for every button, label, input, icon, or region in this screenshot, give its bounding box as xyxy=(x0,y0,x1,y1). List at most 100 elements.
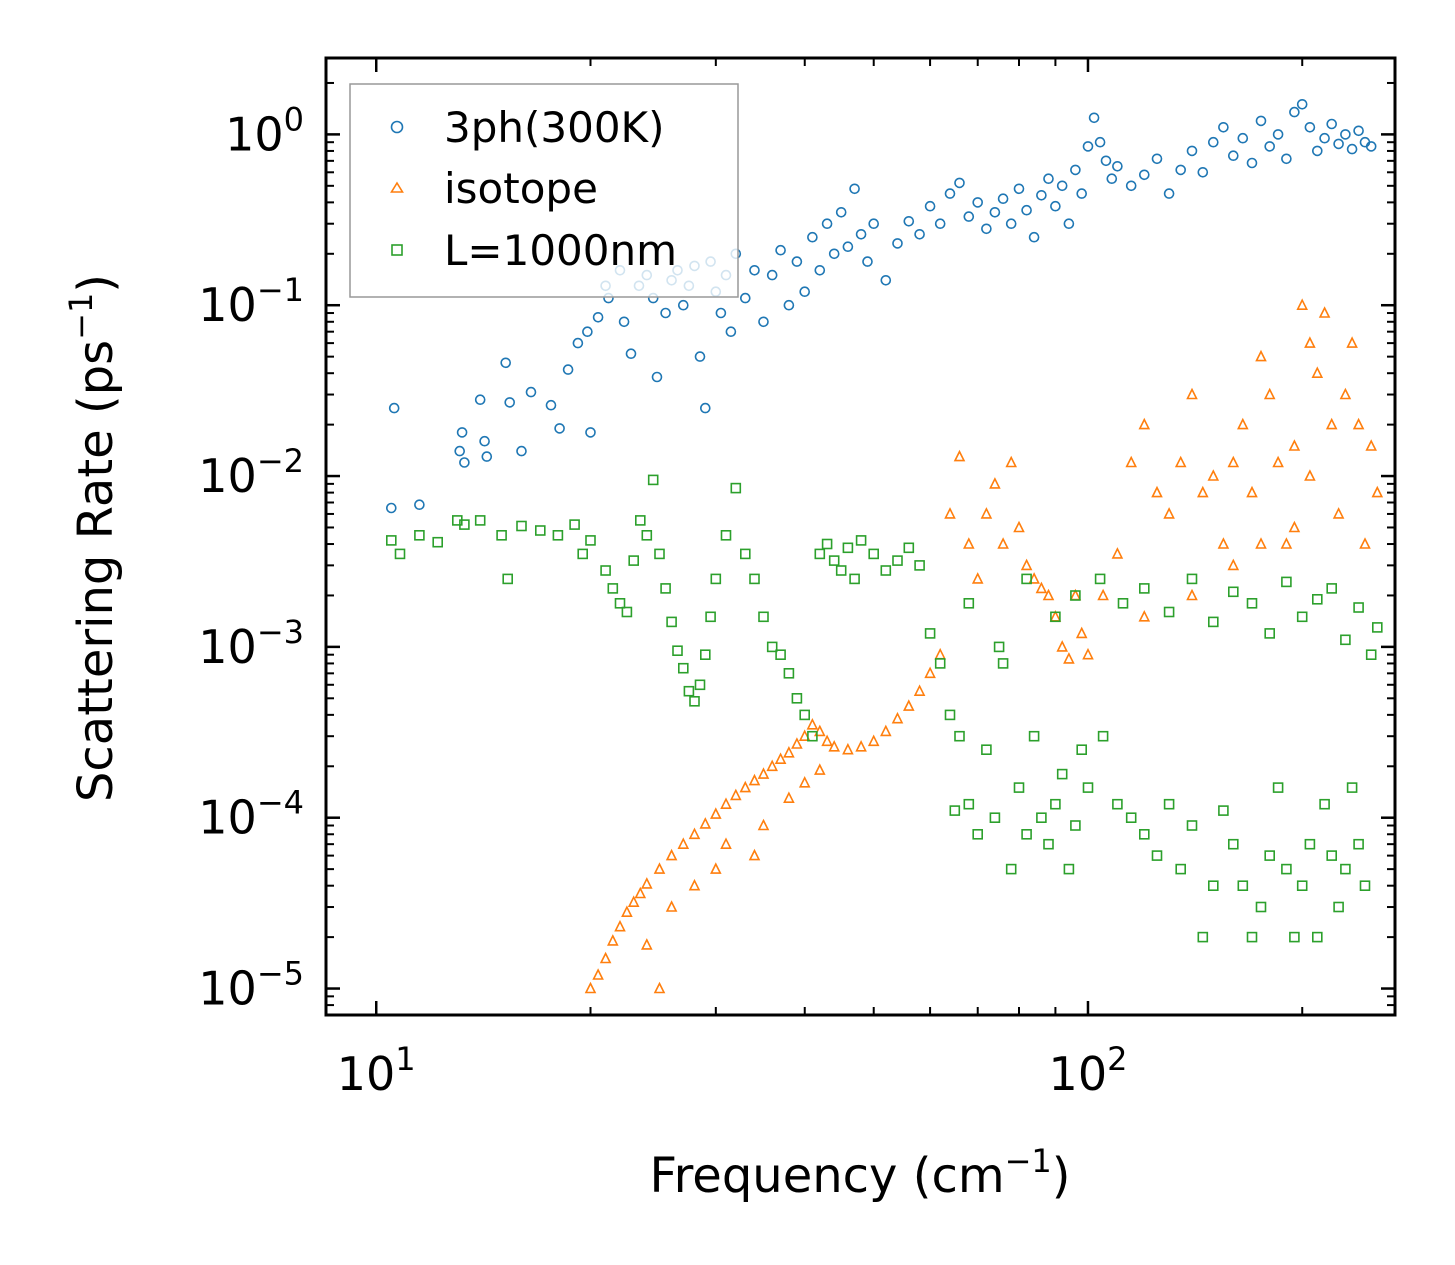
point-2-39 xyxy=(766,641,778,653)
point-0-5 xyxy=(459,457,470,468)
point-0-36 xyxy=(699,402,711,414)
point-0-72 xyxy=(989,207,1001,218)
point-0-108 xyxy=(1296,99,1308,110)
point-1-0 xyxy=(584,981,597,994)
point-0-45 xyxy=(758,316,769,328)
point-2-32 xyxy=(705,611,716,623)
point-2-125 xyxy=(1326,583,1337,594)
point-2-81 xyxy=(1125,812,1137,824)
point-0-114 xyxy=(1340,129,1351,140)
point-2-123 xyxy=(1296,611,1308,623)
point-0-81 xyxy=(1056,180,1068,192)
point-2-89 xyxy=(1218,805,1229,816)
point-0-43 xyxy=(739,292,751,304)
point-0-24 xyxy=(625,348,637,360)
point-1-11 xyxy=(677,837,690,849)
point-2-93 xyxy=(1255,901,1267,913)
point-0-29 xyxy=(660,307,671,319)
point-0-95 xyxy=(1175,164,1186,176)
point-0-71 xyxy=(981,223,992,235)
point-2-54 xyxy=(892,555,903,566)
legend-label-isotope: isotope xyxy=(444,164,598,213)
point-0-12 xyxy=(525,386,537,398)
point-2-19 xyxy=(628,555,640,566)
point-2-115 xyxy=(1139,583,1150,594)
point-1-57 xyxy=(1097,588,1109,601)
point-2-23 xyxy=(654,548,665,560)
point-1-73 xyxy=(1272,455,1284,468)
series-0 xyxy=(385,99,1377,514)
point-0-18 xyxy=(585,427,596,438)
point-2-43 xyxy=(799,709,811,721)
point-2-42 xyxy=(791,692,803,704)
point-1-50 xyxy=(1042,588,1055,601)
point-1-29 xyxy=(842,742,854,755)
point-0-88 xyxy=(1100,155,1112,167)
point-2-101 xyxy=(1319,798,1330,810)
point-1-93 xyxy=(1138,610,1151,622)
point-1-15 xyxy=(720,797,732,809)
point-0-80 xyxy=(1050,200,1061,212)
point-0-47 xyxy=(775,244,786,256)
point-1-39 xyxy=(953,449,966,462)
point-1-49 xyxy=(1035,581,1048,594)
point-0-106 xyxy=(1281,153,1292,165)
point-2-22 xyxy=(647,474,659,486)
point-1-71 xyxy=(1255,349,1267,362)
point-1-103 xyxy=(814,763,826,775)
point-2-116 xyxy=(1163,606,1175,618)
point-1-82 xyxy=(1339,387,1352,400)
point-1-98 xyxy=(653,981,666,994)
point-0-9 xyxy=(500,357,512,369)
point-0-15 xyxy=(562,364,574,375)
point-2-6 xyxy=(474,515,486,526)
data-points-layer xyxy=(385,99,1384,994)
point-1-100 xyxy=(757,818,770,831)
point-0-100 xyxy=(1228,150,1239,161)
series-2 xyxy=(385,474,1383,943)
y-axis-label: Scattering Rate (ps−1) xyxy=(62,274,124,802)
point-2-21 xyxy=(641,529,653,541)
point-0-23 xyxy=(618,316,630,328)
point-2-12 xyxy=(569,519,580,530)
point-2-24 xyxy=(660,583,671,594)
legend-marker-boundary xyxy=(391,244,403,256)
point-1-65 xyxy=(1197,485,1209,498)
point-1-61 xyxy=(1151,485,1163,498)
point-2-117 xyxy=(1186,573,1198,585)
point-2-83 xyxy=(1151,850,1163,861)
point-1-92 xyxy=(1186,588,1198,601)
point-1-27 xyxy=(821,734,833,747)
point-2-72 xyxy=(1043,838,1054,850)
point-0-109 xyxy=(1304,122,1316,133)
point-2-26 xyxy=(672,645,683,657)
point-1-45 xyxy=(1005,455,1017,468)
point-1-16 xyxy=(730,788,742,801)
point-0-17 xyxy=(582,326,593,338)
point-1-63 xyxy=(1174,455,1187,468)
point-1-99 xyxy=(720,837,732,849)
point-2-2 xyxy=(414,529,425,541)
point-2-118 xyxy=(1208,616,1219,628)
point-0-3 xyxy=(456,427,468,438)
legend: 3ph(300K) isotope L=1000nm xyxy=(349,83,739,298)
point-1-74 xyxy=(1280,537,1293,549)
point-0-44 xyxy=(749,264,760,276)
point-2-124 xyxy=(1312,593,1323,605)
point-0-49 xyxy=(791,256,803,267)
point-2-73 xyxy=(1050,798,1061,810)
point-0-87 xyxy=(1094,136,1106,148)
point-1-7 xyxy=(634,886,647,899)
point-2-100 xyxy=(1312,931,1323,943)
point-2-75 xyxy=(1063,863,1075,875)
point-1-78 xyxy=(1311,366,1324,378)
point-1-6 xyxy=(627,895,640,907)
y-tick-label-3: 10−3 xyxy=(198,613,304,674)
point-2-70 xyxy=(1028,730,1040,742)
point-1-41 xyxy=(971,572,984,584)
point-2-74 xyxy=(1056,768,1068,780)
point-2-28 xyxy=(683,685,695,697)
point-0-19 xyxy=(592,311,604,323)
point-0-48 xyxy=(783,299,795,311)
